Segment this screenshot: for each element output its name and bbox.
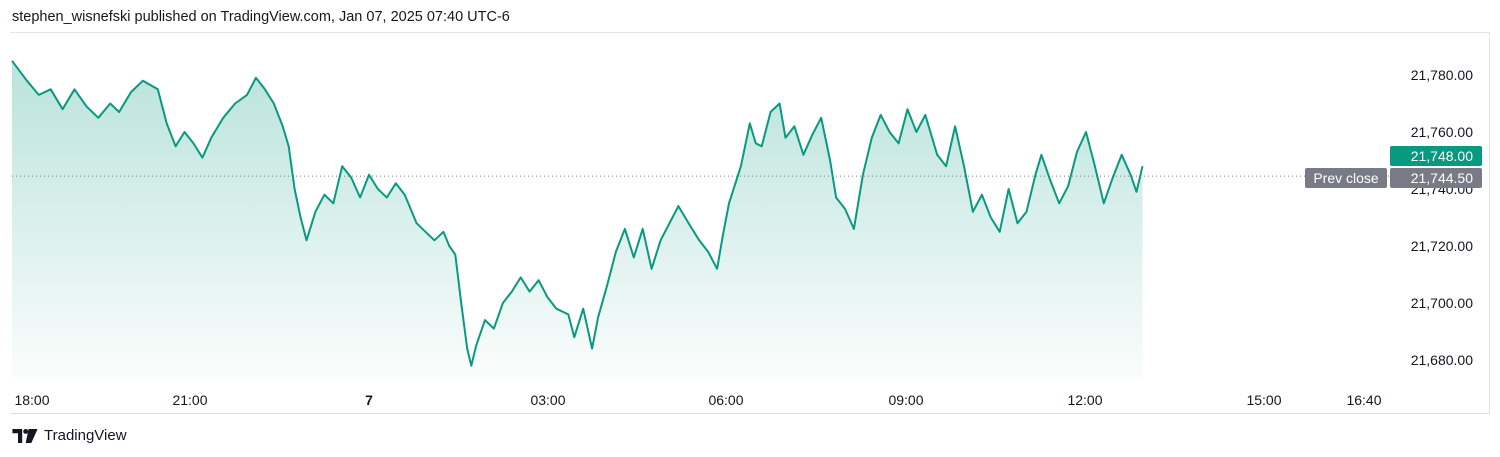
prev-close-label: Prev close (1313, 170, 1379, 186)
y-tick-label: 21,780.00 (1411, 67, 1473, 83)
y-tick-label: 21,720.00 (1411, 238, 1473, 254)
y-tick-label: 21,680.00 (1411, 352, 1473, 368)
price-area-fill (12, 60, 1143, 379)
last-price-value: 21,748.00 (1411, 148, 1473, 164)
prev-close-label-tag (1305, 168, 1387, 188)
x-tick-label: 09:00 (888, 392, 923, 408)
prev-close-value: 21,744.50 (1411, 170, 1473, 186)
y-tick-label: 21,700.00 (1411, 295, 1473, 311)
x-tick-label: 12:00 (1067, 392, 1102, 408)
x-tick-label: 06:00 (708, 392, 743, 408)
brand-name: TradingView (44, 427, 127, 444)
footer-brand[interactable]: TradingView (12, 427, 127, 444)
x-tick-label: 18:00 (14, 392, 49, 408)
y-tick-label: 21,760.00 (1411, 124, 1473, 140)
last-price-tag (1390, 146, 1482, 166)
x-tick-label: 03:00 (530, 392, 565, 408)
x-tick-label: 21:00 (172, 392, 207, 408)
price-series-line[interactable] (11, 60, 1144, 367)
tradingview-logo-icon (12, 428, 38, 443)
publish-info: stephen_wisnefski published on TradingVi… (12, 9, 510, 25)
x-tick-label: 7 (365, 392, 373, 408)
prev-close-value-tag (1390, 168, 1482, 188)
x-tick-label: 15:00 (1246, 392, 1281, 408)
x-tick-label: 16:40 (1346, 392, 1381, 408)
chart-frame (10, 32, 1490, 414)
